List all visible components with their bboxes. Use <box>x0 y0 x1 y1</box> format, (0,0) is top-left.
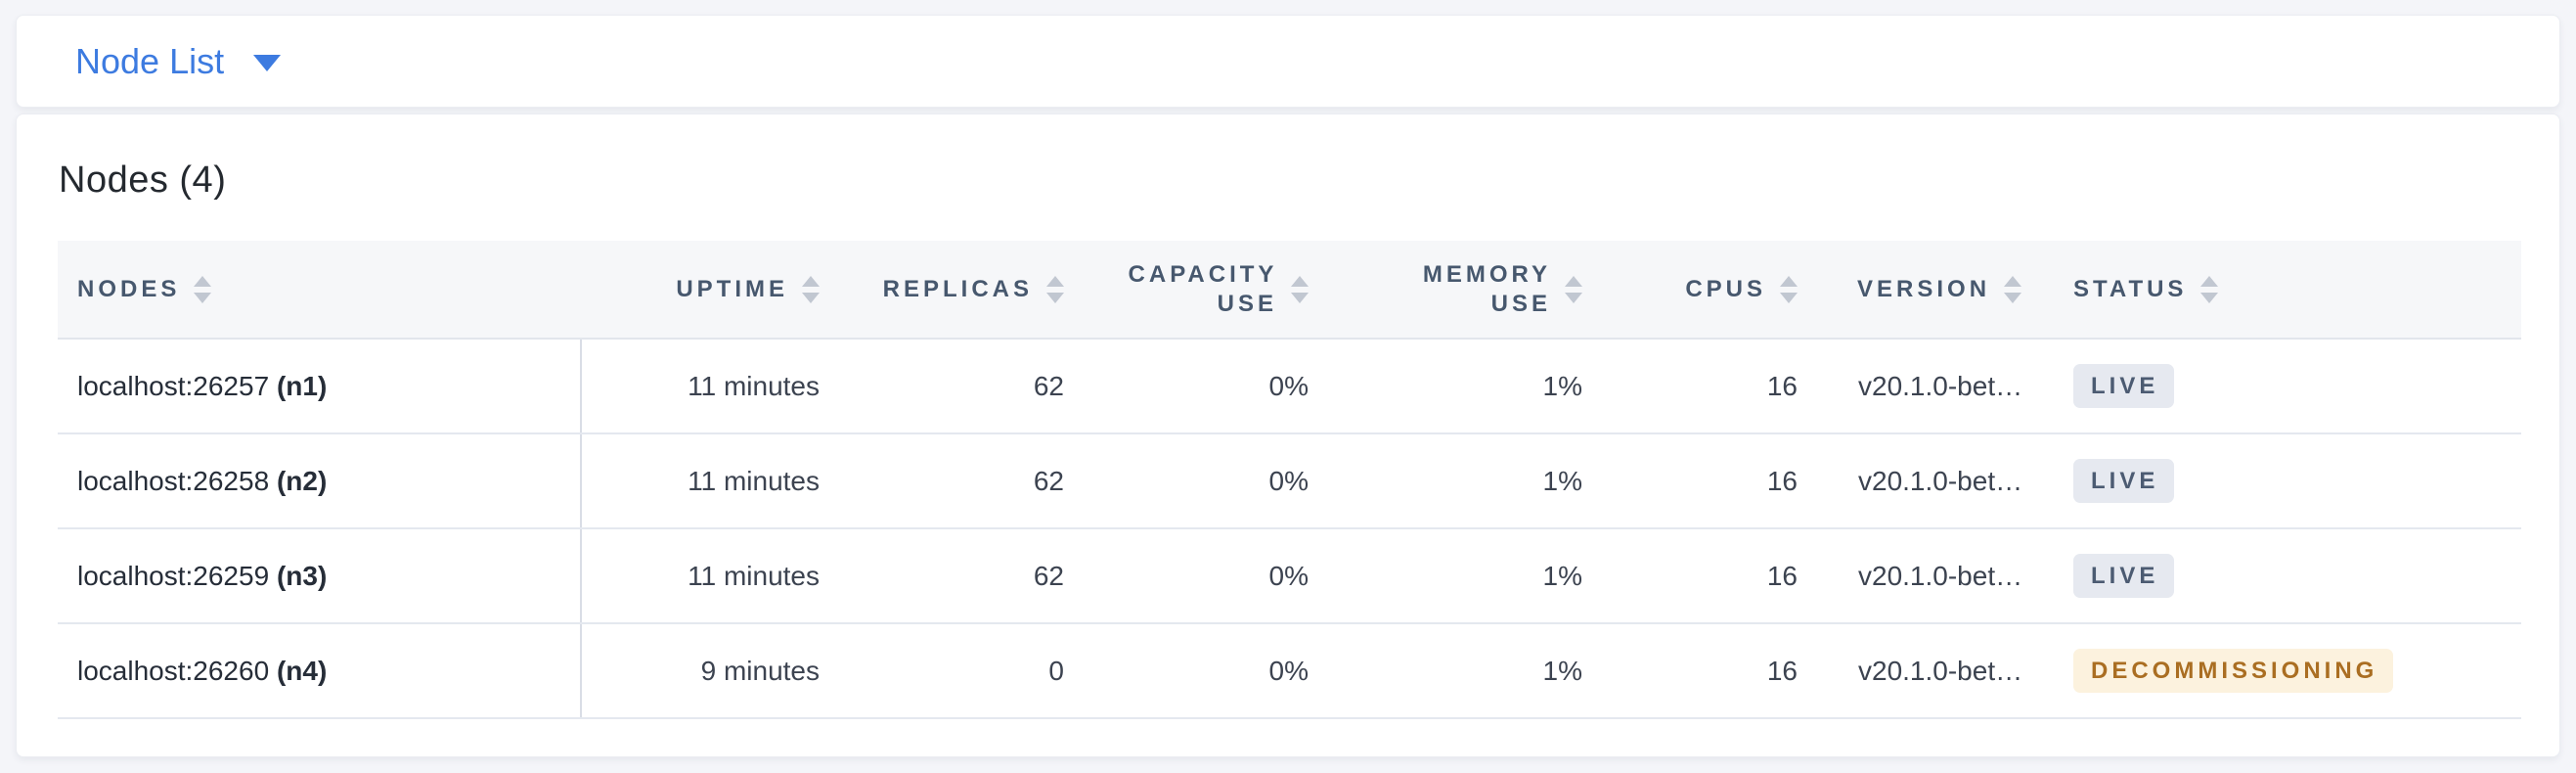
node-id: (n4) <box>276 655 328 686</box>
sort-arrows-icon[interactable] <box>194 275 212 303</box>
node-address-cell: localhost:26257 (n1) <box>58 339 582 434</box>
table-row: localhost:26259 (n3) 11 minutes 62 0% 1%… <box>58 528 2521 624</box>
status-cell: LIVE <box>2063 528 2521 624</box>
node-address: localhost:26260 <box>77 655 270 686</box>
version-cell: v20.1.0-bet… <box>1852 528 2063 624</box>
memory-use-cell: 1% <box>1363 528 1637 624</box>
capacity-use-cell: 0% <box>1119 339 1363 434</box>
node-address: localhost:26257 <box>77 370 270 401</box>
view-selector-label: Node List <box>75 40 225 81</box>
uptime-cell: 11 minutes <box>581 433 874 529</box>
replicas-cell: 0 <box>874 623 1119 719</box>
replicas-cell: 62 <box>874 528 1119 624</box>
column-header-replicas[interactable]: REPLICAS <box>874 241 1119 340</box>
cpus-cell: 16 <box>1637 339 1852 434</box>
sort-arrows-icon[interactable] <box>1565 275 1582 303</box>
column-header-uptime[interactable]: UPTIME <box>581 241 874 340</box>
cpus-cell: 16 <box>1637 528 1852 624</box>
memory-use-cell: 1% <box>1363 433 1637 529</box>
uptime-cell: 11 minutes <box>581 339 874 434</box>
status-cell: LIVE <box>2063 433 2521 529</box>
node-address: localhost:26259 <box>77 560 270 591</box>
node-address: localhost:26258 <box>77 465 270 496</box>
node-id: (n1) <box>276 370 328 401</box>
status-badge: LIVE <box>2073 459 2175 503</box>
column-header-status[interactable]: STATUS <box>2063 241 2521 340</box>
cpus-cell: 16 <box>1637 433 1852 529</box>
table-row: localhost:26258 (n2) 11 minutes 62 0% 1%… <box>58 433 2521 529</box>
page-title: Nodes (4) <box>59 159 227 201</box>
uptime-cell: 11 minutes <box>581 528 874 624</box>
capacity-use-cell: 0% <box>1119 623 1363 719</box>
node-address-cell: localhost:26260 (n4) <box>58 623 582 719</box>
sort-arrows-icon[interactable] <box>2200 275 2219 303</box>
node-address-cell: localhost:26258 (n2) <box>58 433 582 529</box>
version-cell: v20.1.0-bet… <box>1852 433 2063 529</box>
capacity-use-cell: 0% <box>1119 528 1363 624</box>
sort-arrows-icon[interactable] <box>802 275 820 303</box>
column-header-cpus[interactable]: CPUS <box>1637 241 1852 340</box>
capacity-use-cell: 0% <box>1119 433 1363 529</box>
memory-use-cell: 1% <box>1363 339 1637 434</box>
column-header-memory-use[interactable]: MEMORY USE <box>1363 241 1637 340</box>
node-id: (n2) <box>276 465 328 496</box>
table-header-row: NODES UPTIME REPLICAS CAPACITY USE MEMOR… <box>58 241 2521 340</box>
memory-use-cell: 1% <box>1363 623 1637 719</box>
view-selector-dropdown[interactable]: Node List <box>75 40 282 82</box>
caret-down-icon <box>253 55 282 71</box>
node-address-cell: localhost:26259 (n3) <box>58 528 582 624</box>
nodes-table: NODES UPTIME REPLICAS CAPACITY USE MEMOR… <box>58 241 2521 719</box>
replicas-cell: 62 <box>874 339 1119 434</box>
sort-arrows-icon[interactable] <box>1046 275 1064 303</box>
status-badge: DECOMMISSIONING <box>2073 649 2394 693</box>
table-row: localhost:26257 (n1) 11 minutes 62 0% 1%… <box>58 339 2521 434</box>
column-header-capacity-use[interactable]: CAPACITY USE <box>1119 241 1363 340</box>
node-id: (n3) <box>276 560 328 591</box>
column-header-nodes[interactable]: NODES <box>58 241 581 340</box>
version-cell: v20.1.0-bet… <box>1852 623 2063 719</box>
sort-arrows-icon[interactable] <box>1780 275 1798 303</box>
sort-arrows-icon[interactable] <box>1291 275 1309 303</box>
status-badge: LIVE <box>2073 364 2175 408</box>
status-cell: DECOMMISSIONING <box>2063 623 2521 719</box>
column-header-version[interactable]: VERSION <box>1852 241 2063 340</box>
uptime-cell: 9 minutes <box>581 623 874 719</box>
status-cell: LIVE <box>2063 339 2521 434</box>
status-badge: LIVE <box>2073 554 2175 598</box>
sort-arrows-icon[interactable] <box>2004 275 2022 303</box>
replicas-cell: 62 <box>874 433 1119 529</box>
cpus-cell: 16 <box>1637 623 1852 719</box>
table-row: localhost:26260 (n4) 9 minutes 0 0% 1% 1… <box>58 623 2521 719</box>
view-selector-bar: Node List <box>16 15 2560 108</box>
version-cell: v20.1.0-bet… <box>1852 339 2063 434</box>
nodes-card: Nodes (4) NODES UPTIME <box>16 114 2560 757</box>
